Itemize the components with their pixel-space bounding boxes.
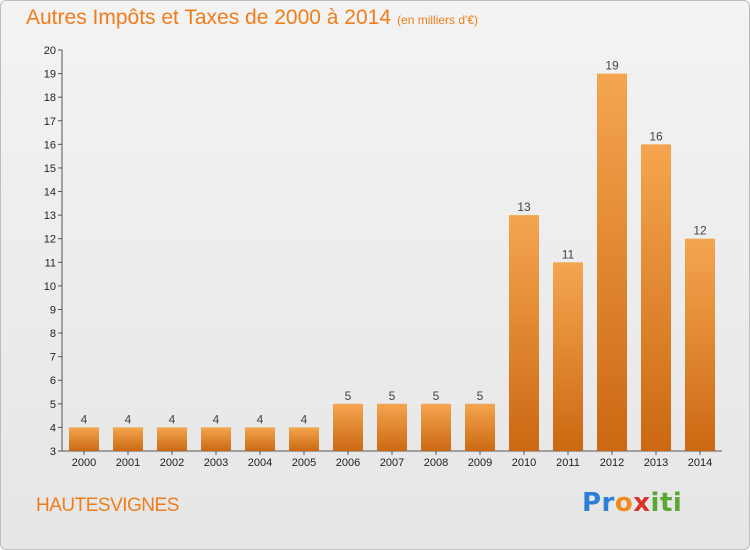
bar-value-label: 5 [389, 389, 396, 403]
y-tick-label: 11 [45, 257, 56, 269]
chart-unit: (en milliers d'€) [397, 13, 479, 27]
bar-value-label: 11 [562, 247, 575, 261]
y-tick-label: 17 [44, 116, 56, 128]
y-tick-label: 13 [44, 210, 56, 222]
bar [685, 238, 715, 451]
bar [113, 427, 143, 451]
y-tick-label: 20 [44, 45, 56, 57]
bar [377, 403, 407, 451]
logo-part-1: Pr [582, 488, 615, 518]
x-tick-label: 2013 [644, 457, 668, 469]
x-tick-label: 2012 [600, 457, 624, 469]
bar-value-label: 13 [517, 200, 531, 214]
bar [553, 262, 583, 451]
chart-title: Autres Impôts et Taxes de 2000 à 2014 (en… [26, 6, 478, 30]
y-tick-label: 8 [50, 328, 56, 340]
logo-part-2: o [614, 488, 634, 518]
x-tick-label: 2003 [204, 457, 228, 469]
y-tick-label: 10 [44, 281, 56, 293]
x-tick-label: 2007 [380, 457, 404, 469]
x-tick-label: 2005 [292, 457, 316, 469]
bar-value-label: 12 [693, 224, 707, 238]
bar-value-label: 19 [605, 59, 619, 73]
x-tick-label: 2009 [468, 457, 492, 469]
bar-value-label: 4 [125, 412, 132, 426]
x-tick-label: 2008 [424, 457, 448, 469]
bar-value-label: 4 [257, 412, 264, 426]
y-tick-label: 19 [44, 69, 56, 81]
bar [421, 403, 451, 451]
x-tick-label: 2006 [336, 457, 360, 469]
x-tick-label: 2004 [248, 457, 272, 469]
chart-title-text: Autres Impôts et Taxes de 2000 à 2014 [26, 6, 392, 29]
bar [333, 403, 363, 451]
bar-value-label: 4 [301, 412, 308, 426]
y-tick-label: 6 [50, 375, 56, 387]
bar [157, 427, 187, 451]
x-tick-label: 2011 [556, 457, 580, 469]
x-tick-label: 2000 [72, 457, 96, 469]
logo-part-3: x [633, 488, 651, 518]
bar-value-label: 4 [169, 412, 176, 426]
x-tick-label: 2002 [160, 457, 184, 469]
bar-value-label: 5 [345, 389, 352, 403]
x-tick-label: 2014 [688, 457, 712, 469]
y-tick-label: 12 [44, 234, 56, 246]
y-tick-label: 3 [50, 446, 56, 458]
y-tick-label: 9 [50, 304, 56, 316]
y-tick-label: 18 [44, 92, 56, 104]
x-tick-label: 2001 [116, 457, 140, 469]
y-tick-label: 5 [50, 399, 56, 411]
bar [245, 427, 275, 451]
bar [69, 427, 99, 451]
bar [289, 427, 319, 451]
x-tick-label: 2010 [512, 457, 536, 469]
y-tick-label: 7 [50, 352, 56, 364]
logo-part-4: iti [650, 488, 683, 518]
y-tick-label: 14 [44, 187, 56, 199]
proxiti-logo[interactable]: Proxiti [582, 488, 682, 518]
bar-value-label: 4 [213, 412, 220, 426]
y-tick-label: 4 [50, 422, 56, 434]
bar [597, 73, 627, 452]
bar-value-label: 4 [81, 412, 88, 426]
bar-value-label: 16 [649, 129, 663, 143]
bar-value-label: 5 [477, 389, 484, 403]
bar [509, 215, 539, 451]
bar [465, 403, 495, 451]
y-tick-label: 16 [44, 139, 56, 151]
y-tick-label: 15 [44, 163, 56, 175]
location-name: HAUTESVIGNES [36, 495, 179, 516]
bar [201, 427, 231, 451]
bar [641, 144, 671, 451]
bar-value-label: 5 [433, 389, 440, 403]
